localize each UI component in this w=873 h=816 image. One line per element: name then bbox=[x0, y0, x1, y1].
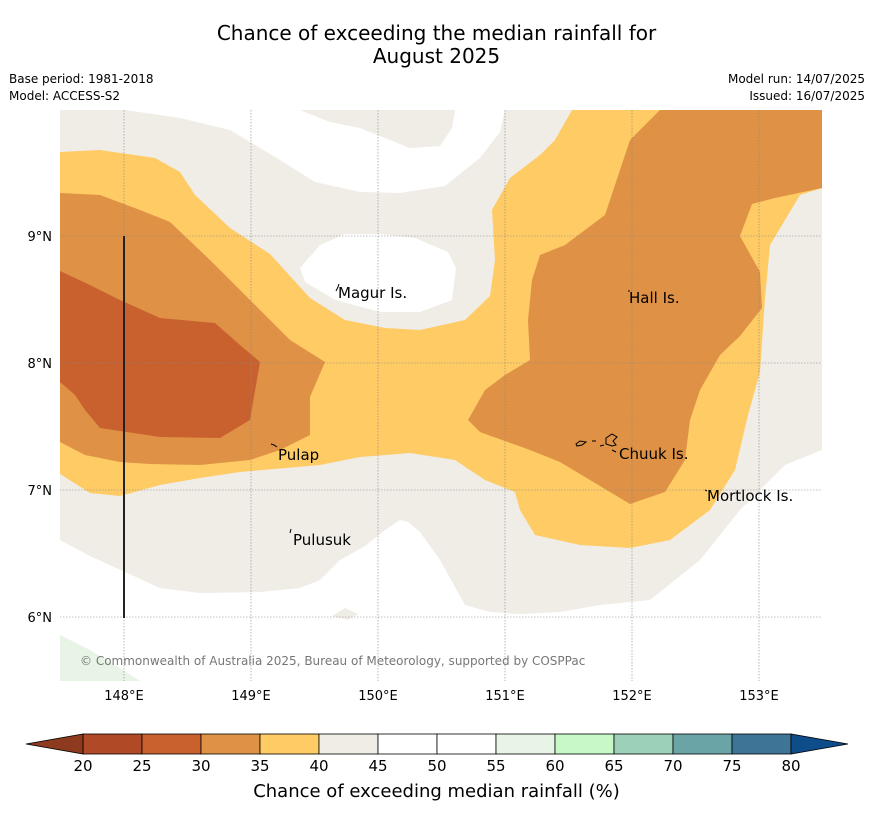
colorbar-swatch bbox=[259, 733, 320, 755]
meta-right: Model run: 14/07/2025 Issued: 16/07/2025 bbox=[728, 71, 865, 105]
colorbar-swatch bbox=[82, 733, 143, 755]
lat-tick-label: 7°N bbox=[28, 484, 53, 499]
colorbar-swatch bbox=[377, 733, 438, 755]
colorbar-tick-label: 45 bbox=[368, 757, 387, 775]
lon-tick-label: 148°E bbox=[104, 689, 144, 704]
colorbar-under-arrow bbox=[25, 733, 84, 755]
title-line-1: Chance of exceeding the median rainfall … bbox=[216, 21, 657, 45]
colorbar-tick-label: 80 bbox=[781, 757, 800, 775]
place-labels: Magur Is. Hall Is. Pulap Chuuk Is. Mortlock … bbox=[278, 284, 793, 549]
region-45-55-south bbox=[60, 450, 822, 681]
title-line-2: August 2025 bbox=[372, 44, 501, 68]
colorbar-tick-label: 65 bbox=[604, 757, 623, 775]
lat-tick-label: 6°N bbox=[28, 611, 53, 626]
lon-tick-label: 152°E bbox=[612, 689, 652, 704]
chuuk-outline bbox=[575, 433, 618, 453]
colorbar: 20 25 30 35 40 45 50 55 60 65 70 75 80 bbox=[25, 733, 849, 775]
colorbar-tick-label: 20 bbox=[73, 757, 92, 775]
issued-date: Issued: 16/07/2025 bbox=[749, 89, 865, 103]
colorbar-swatch bbox=[495, 733, 556, 755]
lon-tick-label: 150°E bbox=[358, 689, 398, 704]
model-name: Model: ACCESS-S2 bbox=[9, 89, 121, 103]
lat-tick-label: 9°N bbox=[28, 230, 53, 245]
place-label: Hall Is. bbox=[629, 289, 680, 307]
colorbar-tick-label: 75 bbox=[722, 757, 741, 775]
colorbar-tick-label: 40 bbox=[309, 757, 328, 775]
axis-labels: 148°E 149°E 150°E 151°E 152°E 153°E 9°N 8°N 7°N 6… bbox=[28, 230, 779, 704]
magur-outline bbox=[335, 283, 340, 292]
colorbar-swatch bbox=[141, 733, 202, 755]
mortlock-outline bbox=[704, 489, 708, 492]
lon-tick-label: 153°E bbox=[739, 689, 779, 704]
colorbar-swatch bbox=[318, 733, 379, 755]
lat-tick-label: 8°N bbox=[28, 357, 53, 372]
colorbar-swatch bbox=[613, 733, 674, 755]
colorbar-tick-label: 35 bbox=[250, 757, 269, 775]
place-label: Magur Is. bbox=[338, 284, 407, 302]
region-55-60 bbox=[60, 635, 140, 681]
colorbar-tick-label: 50 bbox=[427, 757, 446, 775]
copyright-note: © Commonwealth of Australia 2025, Bureau… bbox=[80, 654, 585, 668]
model-run: Model run: 14/07/2025 bbox=[727, 72, 865, 86]
meta-left: Base period: 1981-2018 Model: ACCESS-S2 bbox=[9, 71, 154, 105]
colorbar-tick-label: 70 bbox=[663, 757, 682, 775]
colorbar-swatch bbox=[436, 733, 497, 755]
colorbar-label: Chance of exceeding median rainfall (%) bbox=[253, 781, 620, 802]
colorbar-tick-label: 55 bbox=[486, 757, 505, 775]
region-30-35-east bbox=[468, 110, 822, 504]
colorbar-over-arrow bbox=[790, 733, 849, 755]
base-period: Base period: 1981-2018 bbox=[9, 72, 154, 86]
colorbar-tick-label: 25 bbox=[132, 757, 151, 775]
pulusuk-outline bbox=[289, 528, 292, 534]
region-25-30 bbox=[60, 271, 260, 438]
colorbar-swatch bbox=[731, 733, 792, 755]
graticule bbox=[60, 110, 822, 681]
pulap-outline bbox=[270, 443, 278, 448]
colorbar-swatch bbox=[200, 733, 261, 755]
place-label: Pulusuk bbox=[293, 531, 351, 549]
place-label: Mortlock Is. bbox=[707, 487, 793, 505]
colorbar-tick-label: 30 bbox=[191, 757, 210, 775]
place-label: Pulap bbox=[278, 446, 319, 464]
island-outlines bbox=[270, 283, 708, 534]
lon-tick-label: 149°E bbox=[231, 689, 271, 704]
colorbar-swatch bbox=[672, 733, 733, 755]
map-title: Chance of exceeding the median rainfall … bbox=[0, 22, 873, 68]
place-label: Chuuk Is. bbox=[619, 445, 688, 463]
lon-tick-label: 151°E bbox=[485, 689, 525, 704]
colorbar-swatch bbox=[554, 733, 615, 755]
map-regions bbox=[60, 110, 822, 681]
colorbar-tick-label: 60 bbox=[545, 757, 564, 775]
region-45-55-north bbox=[125, 110, 505, 193]
